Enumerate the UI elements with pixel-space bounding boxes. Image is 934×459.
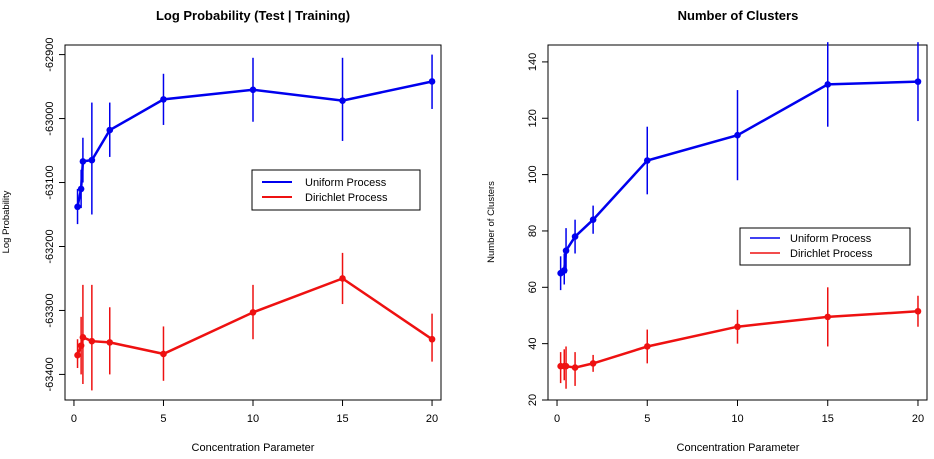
data-point xyxy=(79,158,87,165)
data-point xyxy=(88,337,96,345)
y-axis: 20 40 60 80 100 120 140 xyxy=(527,53,548,406)
series-dirichlet xyxy=(557,287,922,389)
x-tick-label: 15 xyxy=(336,413,348,425)
chart-log-probability: Log Probability (Test | Training) 0 5 10 15… xyxy=(1,8,442,454)
data-point xyxy=(77,185,85,193)
data-point xyxy=(428,335,436,343)
data-point xyxy=(249,86,257,94)
series-uniform xyxy=(74,54,436,225)
y-tick-label: 140 xyxy=(527,53,539,71)
y-tick-label: 80 xyxy=(527,225,539,237)
x-tick-label: 5 xyxy=(644,413,650,425)
data-point xyxy=(643,157,651,164)
x-axis-label: Concentration Parameter xyxy=(192,442,315,454)
x-tick-label: 20 xyxy=(426,413,438,425)
legend-label-uniform: Uniform Process xyxy=(305,177,387,189)
y-tick-label: -63200 xyxy=(44,229,56,263)
series-dirichlet xyxy=(74,252,436,391)
data-point xyxy=(571,233,579,240)
y-tick-label: -63300 xyxy=(44,293,56,327)
data-point xyxy=(79,334,87,341)
data-point xyxy=(74,203,81,211)
data-point xyxy=(339,97,346,104)
data-point xyxy=(74,351,81,359)
legend-label-dirichlet: Dirichlet Process xyxy=(305,192,388,204)
y-tick-label: -62900 xyxy=(44,37,56,71)
data-point xyxy=(589,360,597,367)
chart-number-of-clusters: Number of Clusters 0 5 10 15 20 20 40 60 80 100 1… xyxy=(486,8,928,454)
data-point xyxy=(106,126,114,134)
data-point xyxy=(77,342,85,349)
y-tick-label: 20 xyxy=(527,394,539,406)
y-tick-label: 120 xyxy=(527,109,539,127)
x-tick-label: 0 xyxy=(71,413,77,425)
y-tick-label: 40 xyxy=(527,338,539,350)
data-point xyxy=(560,267,568,274)
legend: Uniform Process Dirichlet Process xyxy=(251,169,421,211)
y-axis-label: Number of Clusters xyxy=(486,181,497,263)
data-point xyxy=(160,350,167,358)
legend: Uniform Process Dirichlet Process xyxy=(739,227,911,266)
data-point xyxy=(914,307,922,315)
x-tick-label: 15 xyxy=(822,413,834,425)
x-axis: 0 5 10 15 20 xyxy=(71,400,438,425)
data-point xyxy=(339,275,346,282)
series-uniform xyxy=(557,42,922,291)
y-tick-label: -63400 xyxy=(44,357,56,391)
x-tick-label: 20 xyxy=(912,413,924,425)
y-tick-label: -63100 xyxy=(44,165,56,199)
x-tick-label: 5 xyxy=(160,413,166,425)
y-tick-label: 100 xyxy=(527,165,539,183)
data-point xyxy=(562,362,570,370)
data-point xyxy=(562,247,570,254)
data-point xyxy=(106,339,114,346)
chart-title: Log Probability (Test | Training) xyxy=(156,8,350,23)
x-tick-label: 0 xyxy=(554,413,560,425)
data-point xyxy=(734,131,741,139)
legend-box xyxy=(251,169,421,211)
data-point xyxy=(643,343,651,350)
legend-label-uniform: Uniform Process xyxy=(790,233,872,245)
data-point xyxy=(734,323,741,331)
data-point xyxy=(824,313,832,321)
data-point xyxy=(589,216,597,223)
x-tick-label: 10 xyxy=(247,413,259,425)
series-line xyxy=(560,310,919,369)
data-point xyxy=(249,309,257,316)
legend-box xyxy=(739,227,911,266)
data-point xyxy=(88,156,96,164)
legend-label-dirichlet: Dirichlet Process xyxy=(790,248,873,260)
y-axis: -62900 -63000 -63100 -63200 -63300 -63400 xyxy=(44,37,65,392)
data-point xyxy=(824,81,832,88)
data-point xyxy=(160,96,167,103)
x-axis-label: Concentration Parameter xyxy=(677,442,800,454)
chart-title: Number of Clusters xyxy=(678,8,799,23)
data-point xyxy=(571,364,579,371)
y-axis-label: Log Probability xyxy=(1,190,12,253)
data-point xyxy=(428,78,436,85)
data-point xyxy=(914,78,922,85)
series-layer xyxy=(74,54,436,391)
y-tick-label: 60 xyxy=(527,281,539,293)
series-layer xyxy=(557,42,922,389)
series-line xyxy=(76,277,433,356)
x-axis: 0 5 10 15 20 xyxy=(554,400,924,425)
x-tick-label: 10 xyxy=(731,413,743,425)
y-tick-label: -63000 xyxy=(44,101,56,135)
